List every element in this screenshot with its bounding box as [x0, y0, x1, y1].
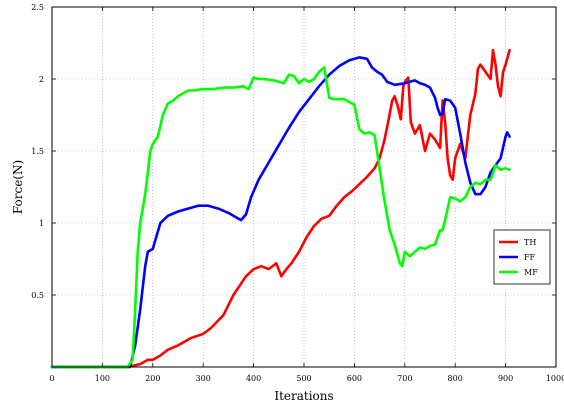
x-tick-label: 0 — [49, 374, 54, 383]
x-tick-label: 500 — [296, 374, 311, 383]
ticks — [51, 6, 557, 367]
series-line-ff — [50, 56, 511, 369]
x-tick-label: 1000 — [546, 374, 564, 383]
legend-label-mf: MF — [524, 268, 538, 277]
x-axis-label: Iterations — [274, 389, 333, 403]
x-tick-label: 800 — [448, 374, 463, 383]
y-tick-label: 1.5 — [31, 147, 44, 156]
legend-label-th: TH — [524, 238, 536, 247]
legend: TH FF MF — [493, 229, 551, 285]
series-line-mf — [50, 66, 511, 369]
tick-labels: 0 100 200 300 400 500 600 700 800 900 1000 0.5 1 1.5 2… — [31, 3, 564, 383]
x-tick-label: 300 — [196, 374, 211, 383]
x-tick-label: 600 — [347, 374, 362, 383]
x-tick-label: 100 — [95, 374, 110, 383]
series-line-th — [50, 48, 511, 369]
x-tick-label: 400 — [246, 374, 261, 383]
x-tick-label: 200 — [145, 374, 160, 383]
legend-label-ff: FF — [524, 253, 536, 262]
y-tick-label: 1 — [39, 219, 44, 228]
x-tick-label: 900 — [498, 374, 513, 383]
y-tick-label: 2 — [39, 75, 44, 84]
y-tick-label: 0.5 — [31, 291, 44, 300]
x-tick-label: 700 — [397, 374, 412, 383]
y-tick-label: 2.5 — [31, 3, 44, 12]
y-axis-label: Force(N) — [11, 160, 25, 214]
series-group — [50, 48, 511, 369]
